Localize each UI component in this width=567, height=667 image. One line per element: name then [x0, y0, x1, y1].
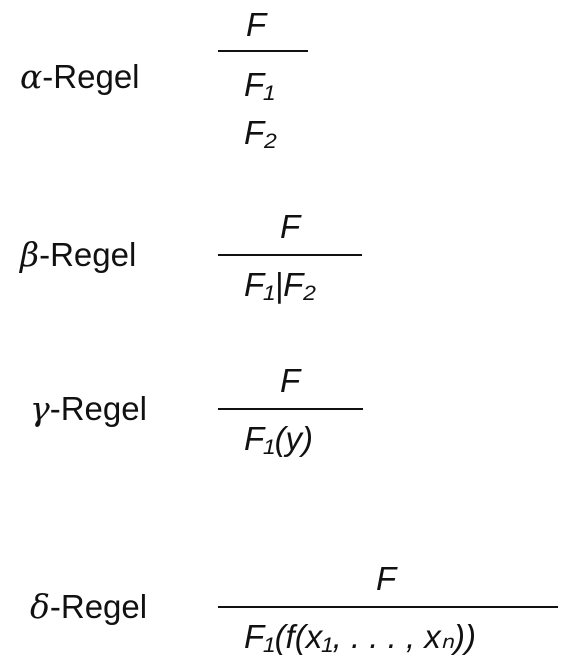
- beta-fraction-line: [218, 254, 362, 256]
- rule-label-text: -Regel: [42, 58, 140, 95]
- gamma-denominator: F₁(y): [244, 420, 314, 457]
- gamma-symbol: γ: [30, 389, 50, 428]
- alpha-fraction-line: [218, 50, 308, 52]
- gamma-fraction-line: [218, 408, 363, 410]
- alpha-denominator-2: F₂: [244, 114, 277, 151]
- delta-fraction-line: [218, 606, 558, 608]
- rule-label-text: -Regel: [39, 236, 137, 273]
- beta-symbol: β: [20, 235, 40, 274]
- gamma-numerator: F: [280, 362, 301, 399]
- beta-numerator: F: [280, 208, 301, 245]
- gamma-formula: F F₁(y): [218, 362, 363, 457]
- delta-formula: F F₁(f(x₁, . . . , xₙ)): [218, 562, 558, 662]
- delta-numerator: F: [376, 560, 397, 597]
- gamma-rule-label: γ-Regel: [30, 392, 147, 425]
- delta-denominator: F₁(f(x₁, . . . , xₙ)): [244, 618, 476, 655]
- delta-rule-label: δ-Regel: [30, 590, 147, 623]
- alpha-rule-label: α-Regel: [20, 60, 140, 93]
- alpha-denominator-1: F₁: [244, 66, 275, 103]
- alpha-symbol: α: [20, 57, 43, 96]
- rule-label-text: -Regel: [49, 390, 147, 427]
- beta-rule-label: β-Regel: [20, 238, 136, 271]
- alpha-numerator: F: [246, 6, 267, 43]
- alpha-formula: F F₁ F₂: [218, 6, 308, 151]
- beta-denominator: F₁|F₂: [244, 266, 316, 303]
- beta-formula: F F₁|F₂: [218, 208, 362, 303]
- delta-symbol: δ: [30, 587, 50, 626]
- rule-label-text: -Regel: [49, 588, 148, 625]
